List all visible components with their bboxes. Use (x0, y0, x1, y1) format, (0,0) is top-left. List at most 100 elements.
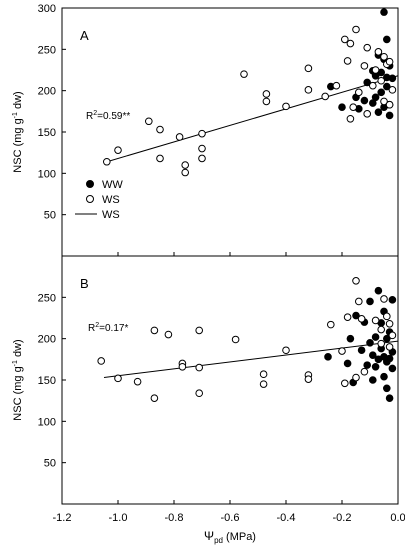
ww-point (383, 35, 391, 44)
y-tick-label: 100 (38, 168, 56, 180)
ws-point (385, 57, 394, 66)
panel-a: 50 100 150 200 250 300 A R2=0.59** WW WS WS N… (12, 3, 399, 257)
ws-point (181, 168, 189, 177)
panel-b-frame (61, 255, 399, 505)
ws-point (352, 373, 360, 382)
ws-point (360, 62, 369, 70)
ws-point (363, 110, 372, 118)
ww-point (357, 346, 366, 355)
ws-point (164, 330, 173, 339)
ww-point (388, 74, 397, 83)
ww-point (369, 351, 377, 360)
ws-point (385, 100, 394, 109)
panel-b-y-axis: 50 100 150 200 250 (38, 255, 66, 505)
ww-point (385, 111, 394, 120)
ws-point (360, 367, 369, 376)
ws-point (327, 320, 335, 329)
x-tick-label: -1.0 (109, 512, 128, 524)
x-tick-label: -0.2 (333, 512, 352, 524)
ws-point (374, 48, 383, 56)
ws-point (178, 362, 187, 371)
ws-point (380, 97, 388, 106)
ws-point (259, 380, 268, 388)
ws-point (377, 339, 386, 348)
ws-point (114, 374, 122, 383)
panel-a-r2-annotation: R2=0.59** (86, 110, 130, 122)
ws-point (150, 394, 159, 402)
regression-line (103, 75, 399, 164)
ww-point (383, 334, 391, 343)
ws-point (231, 335, 240, 344)
ws-point (195, 363, 203, 372)
y-tick-label: 300 (38, 3, 56, 15)
ws-point (377, 76, 386, 85)
y-tick-label: 100 (38, 416, 56, 428)
ws-point (363, 43, 372, 52)
ws-point (383, 312, 391, 321)
ww-point (366, 297, 374, 306)
ww-point (338, 103, 346, 111)
ww-point (360, 96, 369, 105)
ww-point (388, 296, 397, 304)
panel-b-regression (103, 340, 399, 379)
ww-point (377, 88, 386, 97)
ww-point (383, 82, 391, 91)
legend-ws-label: WS (102, 194, 120, 206)
ws-point (282, 102, 290, 111)
ws-point (304, 375, 313, 383)
panel-a-regression (103, 75, 399, 164)
panel-b-y-axis-label: NSC (mg g-1 dw) (12, 339, 24, 420)
ws-point (355, 297, 363, 306)
ws-point (97, 357, 105, 365)
x-tick-label: -0.8 (165, 512, 184, 524)
panel-b-label: B (80, 276, 89, 291)
x-tick-label: -1.2 (53, 512, 72, 524)
ww-point (385, 394, 394, 402)
ws-point (346, 114, 355, 123)
ws-point (346, 39, 355, 48)
ws-point (145, 117, 153, 126)
ws-point (240, 70, 248, 78)
panel-a-y-axis: 50 100 150 200 250 300 (38, 3, 399, 257)
ws-point (175, 133, 184, 141)
ww-point (363, 78, 372, 87)
ws-point (181, 161, 189, 169)
ws-point (341, 379, 349, 388)
ws-point (156, 154, 164, 163)
y-tick-label: 150 (38, 375, 56, 387)
ww-point (343, 359, 352, 368)
ws-point (321, 92, 330, 101)
ww-point (380, 372, 388, 381)
ws-point (338, 347, 346, 355)
legend-ww-marker (86, 180, 94, 188)
ww-point (388, 364, 397, 373)
ws-point (343, 57, 352, 65)
panel-b: 50 100 150 200 250 -1.2 -1.0 -0.8 -0.6 -0.4 -0.2 0… (12, 255, 405, 545)
y-tick-label: 250 (38, 44, 56, 56)
ws-point (355, 88, 363, 97)
panel-b-points (97, 277, 397, 402)
panel-b-r2-annotation: R2=0.17* (88, 322, 128, 334)
y-tick-label: 150 (38, 127, 56, 139)
y-tick-label: 200 (38, 334, 56, 346)
ww-point (369, 376, 377, 384)
ws-point (195, 389, 203, 398)
ws-point (198, 144, 206, 153)
ws-point (352, 277, 360, 285)
ws-point (385, 343, 394, 351)
ws-point (195, 326, 203, 335)
ws-point (103, 157, 111, 166)
panel-a-label: A (80, 28, 89, 43)
ws-point (369, 81, 377, 90)
legend-ws-marker (86, 195, 94, 203)
x-tick-label: -0.4 (277, 512, 296, 524)
ww-point (383, 384, 391, 393)
x-axis-label: Ψpd (MPa) (204, 529, 256, 545)
ww-point (374, 355, 383, 364)
ww-point (383, 358, 391, 366)
ww-point (366, 339, 374, 347)
ws-point (304, 86, 313, 94)
y-tick-label: 50 (44, 210, 56, 222)
ws-point (332, 81, 341, 90)
y-tick-label: 250 (38, 292, 56, 304)
